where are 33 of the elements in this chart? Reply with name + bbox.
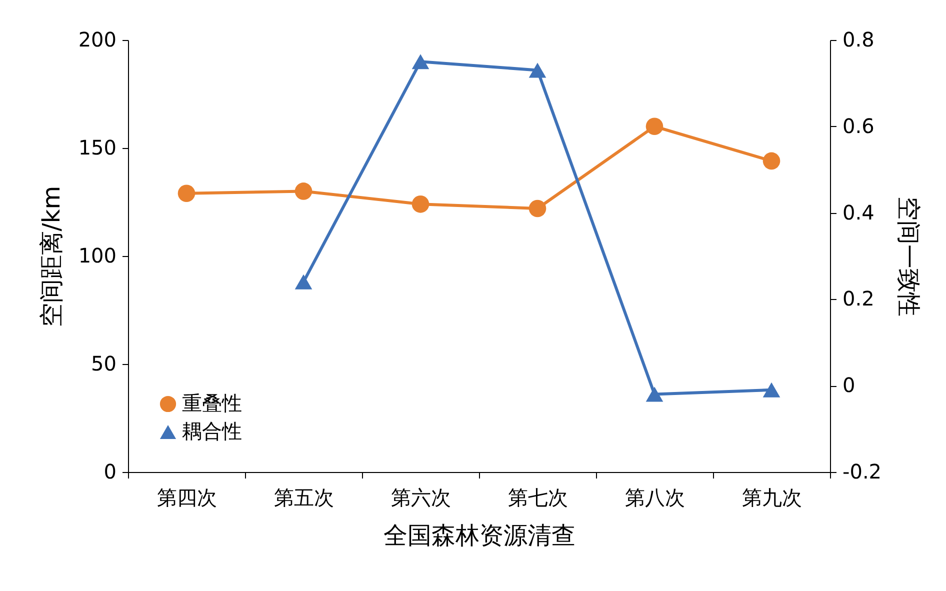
x-tick-label: 第九次 <box>742 486 802 510</box>
y2-tick-label: 0.6 <box>842 114 874 138</box>
legend-label: 耦合性 <box>182 419 242 443</box>
y-axis-title: 空间距离/km <box>37 186 66 328</box>
point <box>646 386 664 402</box>
y2-tick-label: 0.4 <box>842 200 874 224</box>
point <box>412 196 430 213</box>
point <box>294 274 312 290</box>
y2-axis-title: 空间一致性 <box>894 196 923 316</box>
x-axis-title: 全国森林资源清查 <box>384 522 576 550</box>
point <box>178 184 196 202</box>
x-tick-label: 第六次 <box>391 486 451 510</box>
y2-tick-label: 0.2 <box>842 286 874 311</box>
y-tick-label: 150 <box>78 136 116 160</box>
x-tick-label: 第五次 <box>274 486 334 510</box>
x-tick-label: 第四次 <box>157 486 217 510</box>
y-tick-label: 0 <box>104 460 116 484</box>
y-tick-label: 100 <box>78 244 116 268</box>
y-tick-label: 200 <box>78 28 116 52</box>
point <box>528 200 546 218</box>
y-tick-label: 50 <box>91 352 116 376</box>
point <box>762 152 780 170</box>
legend-label: 重叠性 <box>182 391 242 415</box>
y2-tick-label: -0.2 <box>842 460 882 484</box>
point <box>412 54 430 70</box>
x-tick-label: 第七次 <box>508 486 568 510</box>
point <box>528 62 546 78</box>
point <box>762 382 780 398</box>
x-tick-label: 第八次 <box>625 486 685 510</box>
y2-tick-label: 0 <box>842 373 856 398</box>
point <box>646 118 664 136</box>
point <box>294 182 312 200</box>
y2-tick-label: 0.8 <box>842 28 874 52</box>
